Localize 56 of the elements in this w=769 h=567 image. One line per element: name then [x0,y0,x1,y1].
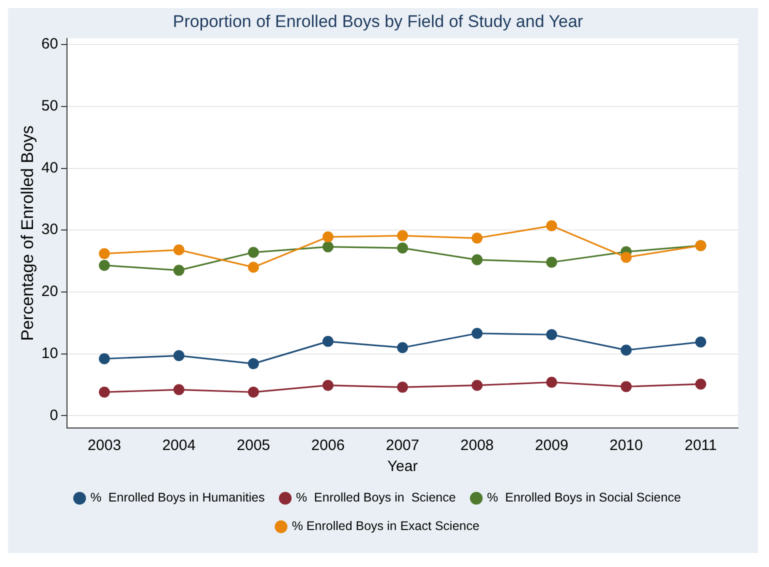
point [397,230,408,242]
point [397,382,408,393]
point [173,350,184,362]
chart-title: Proportion of Enrolled Boys by Field of Study and Year [172,12,584,31]
point [620,252,632,263]
y-tick-label: 30 [41,221,58,238]
point [248,358,259,370]
point [98,353,110,364]
x-tick-label: 2007 [386,437,420,454]
legend-label: % Enrolled Boys in Social Science [487,490,681,505]
x-tick-label: 2006 [311,437,345,454]
point [546,256,558,268]
x-tick-label: 2005 [236,437,270,454]
point [472,380,483,391]
y-axis-title: Percentage of Enrolled Boys [18,125,37,341]
legend-label: % Enrolled Boys in Science [296,490,456,505]
point [98,260,110,271]
y-tick-label: 10 [41,344,58,362]
point [546,376,558,388]
point [695,336,706,348]
x-tick-label: 2004 [162,437,196,454]
point [397,342,408,354]
point [546,220,558,232]
x-axis-title: Year [387,458,418,476]
point [173,384,184,396]
point [98,386,110,398]
y-tick-label: 0 [50,406,58,424]
point [248,262,259,273]
point [173,244,184,256]
x-tick-label: 2008 [460,437,494,454]
y-tick-label: 60 [41,36,58,53]
point [620,381,632,392]
point [695,378,706,390]
x-tick-label: 2011 [684,437,717,454]
point [322,336,334,347]
point [397,242,408,254]
point [98,248,110,260]
point [546,329,558,340]
point [322,231,334,242]
point [620,344,632,356]
point [248,386,259,398]
x-tick-label: 2009 [534,437,568,454]
legend-label: % Enrolled Boys in Humanities [90,490,265,505]
point [322,241,334,252]
x-tick-label: 2003 [88,437,122,454]
x-tick-label: 2010 [609,437,643,454]
legend-label: % Enrolled Boys in Exact Science [292,519,480,534]
point [173,264,184,276]
point [472,232,483,244]
y-tick-label: 50 [41,98,58,115]
point [472,254,483,266]
y-tick-label: 40 [41,159,58,176]
point [322,380,334,391]
point [472,328,483,339]
y-tick-label: 20 [41,283,58,300]
point [248,246,259,258]
